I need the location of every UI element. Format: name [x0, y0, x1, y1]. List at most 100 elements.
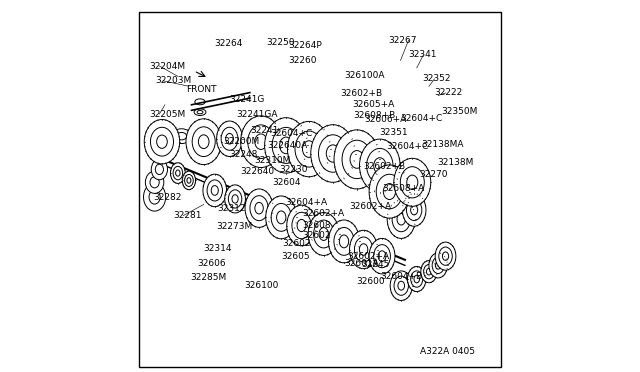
Ellipse shape — [232, 195, 238, 203]
Ellipse shape — [144, 119, 180, 164]
Text: 32230: 32230 — [280, 165, 308, 174]
Ellipse shape — [272, 127, 300, 163]
Text: 32138M: 32138M — [437, 157, 474, 167]
Ellipse shape — [326, 145, 340, 162]
Ellipse shape — [314, 220, 334, 248]
Ellipse shape — [369, 165, 410, 218]
Ellipse shape — [182, 171, 196, 190]
Text: 32205M: 32205M — [149, 109, 186, 119]
Ellipse shape — [145, 171, 164, 193]
Ellipse shape — [177, 132, 187, 140]
Ellipse shape — [432, 257, 444, 273]
Text: 32606: 32606 — [197, 259, 226, 268]
Ellipse shape — [198, 135, 209, 148]
Text: 32608: 32608 — [302, 221, 331, 230]
Text: 32352: 32352 — [422, 74, 451, 83]
Ellipse shape — [228, 190, 242, 208]
Ellipse shape — [192, 127, 215, 157]
Text: 326100: 326100 — [244, 281, 278, 290]
Ellipse shape — [271, 203, 291, 231]
Ellipse shape — [374, 158, 386, 174]
Ellipse shape — [195, 99, 205, 105]
Ellipse shape — [151, 159, 168, 180]
Ellipse shape — [367, 148, 393, 183]
Ellipse shape — [149, 190, 160, 204]
Ellipse shape — [276, 211, 286, 224]
Ellipse shape — [383, 183, 396, 199]
Text: 322640: 322640 — [241, 167, 275, 176]
Ellipse shape — [175, 170, 180, 176]
Ellipse shape — [376, 174, 403, 209]
Ellipse shape — [414, 275, 419, 283]
Text: 32264: 32264 — [215, 39, 243, 48]
Ellipse shape — [319, 135, 348, 172]
Ellipse shape — [319, 228, 328, 240]
Text: 32341: 32341 — [408, 51, 437, 60]
Text: 32264P: 32264P — [289, 41, 323, 50]
Ellipse shape — [187, 178, 191, 183]
Text: 32600: 32600 — [356, 278, 385, 286]
Text: 32310M: 32310M — [255, 155, 291, 165]
Ellipse shape — [420, 260, 437, 283]
Text: 32204M: 32204M — [149, 61, 186, 71]
Text: FRONT: FRONT — [186, 85, 217, 94]
Text: 32608+A: 32608+A — [382, 185, 424, 193]
Text: 32604+C: 32604+C — [401, 114, 443, 123]
Ellipse shape — [407, 175, 418, 189]
Ellipse shape — [308, 212, 339, 256]
Text: 32312: 32312 — [218, 203, 246, 213]
Text: 322640A: 322640A — [268, 141, 308, 150]
Ellipse shape — [435, 262, 441, 269]
Text: 32260: 32260 — [289, 56, 317, 65]
Text: 32602+B: 32602+B — [340, 89, 383, 98]
Text: 32314: 32314 — [204, 244, 232, 253]
Text: 32604+C: 32604+C — [270, 129, 312, 138]
Ellipse shape — [411, 271, 423, 287]
Ellipse shape — [387, 200, 415, 238]
Ellipse shape — [442, 252, 449, 260]
Text: 32604+B: 32604+B — [380, 272, 422, 281]
Ellipse shape — [394, 276, 408, 295]
Ellipse shape — [397, 214, 405, 225]
Ellipse shape — [394, 158, 431, 206]
Text: 32605: 32605 — [281, 251, 310, 261]
Ellipse shape — [226, 134, 234, 144]
Text: 32602+A: 32602+A — [349, 202, 392, 211]
Ellipse shape — [287, 121, 330, 177]
Ellipse shape — [403, 194, 426, 226]
Ellipse shape — [186, 119, 221, 164]
Ellipse shape — [194, 109, 206, 115]
Text: 32601A: 32601A — [344, 259, 379, 268]
Ellipse shape — [241, 116, 281, 167]
Ellipse shape — [400, 167, 424, 198]
Text: A322A 0405: A322A 0405 — [420, 347, 475, 356]
Ellipse shape — [378, 251, 386, 262]
Ellipse shape — [297, 219, 306, 232]
Ellipse shape — [339, 235, 349, 248]
Ellipse shape — [287, 205, 316, 246]
Ellipse shape — [342, 140, 372, 179]
Ellipse shape — [150, 177, 159, 188]
Text: 32604: 32604 — [272, 178, 301, 187]
Text: 32245: 32245 — [362, 260, 390, 269]
Text: 32285M: 32285M — [190, 273, 227, 282]
Text: 32351: 32351 — [379, 128, 408, 137]
Ellipse shape — [157, 135, 167, 148]
Ellipse shape — [211, 186, 218, 195]
Ellipse shape — [390, 271, 412, 301]
Ellipse shape — [150, 127, 173, 156]
Text: 32604+C: 32604+C — [387, 142, 429, 151]
Ellipse shape — [429, 253, 447, 278]
Ellipse shape — [359, 244, 368, 255]
Ellipse shape — [398, 281, 404, 290]
Ellipse shape — [207, 180, 223, 201]
Text: 32602+A: 32602+A — [302, 209, 344, 218]
Text: 32608+B: 32608+B — [353, 110, 396, 120]
Text: 32138MA: 32138MA — [420, 140, 463, 149]
Ellipse shape — [424, 264, 434, 279]
Ellipse shape — [221, 127, 238, 150]
Text: 32250: 32250 — [266, 38, 295, 46]
Ellipse shape — [172, 129, 192, 144]
Ellipse shape — [184, 174, 193, 186]
Ellipse shape — [303, 141, 316, 157]
